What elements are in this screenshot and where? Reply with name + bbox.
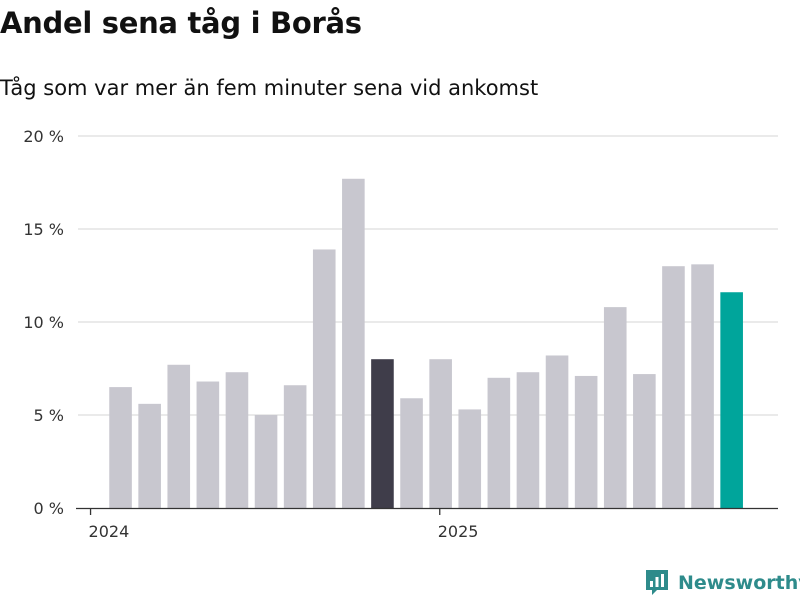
- bar: [312, 249, 336, 508]
- bar: [633, 374, 656, 508]
- chart-subtitle: Tåg som var mer än fem minuter sena vid …: [0, 76, 539, 100]
- x-tick-label: 2025: [438, 522, 479, 541]
- bar: [400, 398, 423, 508]
- bar: [720, 292, 743, 508]
- bar: [254, 415, 278, 508]
- x-axis: 2024 2025: [76, 507, 778, 541]
- bar: [283, 385, 307, 508]
- bar: [603, 307, 627, 508]
- bar: [371, 359, 394, 508]
- bar: [691, 264, 714, 508]
- x-tick-label: 2024: [89, 522, 130, 541]
- bar: [516, 372, 540, 508]
- bar: [458, 409, 482, 508]
- y-tick-label: 5 %: [34, 406, 64, 425]
- bar: [487, 377, 511, 508]
- bar: [574, 375, 598, 508]
- y-tick-label: 0 %: [34, 499, 64, 518]
- bar: [545, 355, 569, 508]
- brand-name: Newsworthy: [678, 572, 800, 594]
- y-tick-label: 15 %: [23, 220, 64, 239]
- y-axis-labels: 0 % 5 % 10 % 15 % 20 %: [23, 127, 64, 518]
- y-tick-label: 20 %: [23, 127, 64, 146]
- bar: [662, 266, 685, 508]
- bar: [225, 372, 249, 508]
- bar: [167, 364, 191, 508]
- bar: [429, 359, 452, 508]
- bar: [342, 178, 365, 508]
- chart-title: Andel sena tåg i Borås: [0, 6, 362, 40]
- bar: [196, 381, 220, 508]
- y-tick-label: 10 %: [23, 313, 64, 332]
- grid-lines: [78, 135, 778, 416]
- bars: [109, 178, 743, 508]
- brand-logo: Newsworthy: [644, 569, 800, 597]
- bar: [109, 387, 132, 508]
- bar: [138, 403, 161, 508]
- newsworthy-logo-icon: [646, 570, 668, 595]
